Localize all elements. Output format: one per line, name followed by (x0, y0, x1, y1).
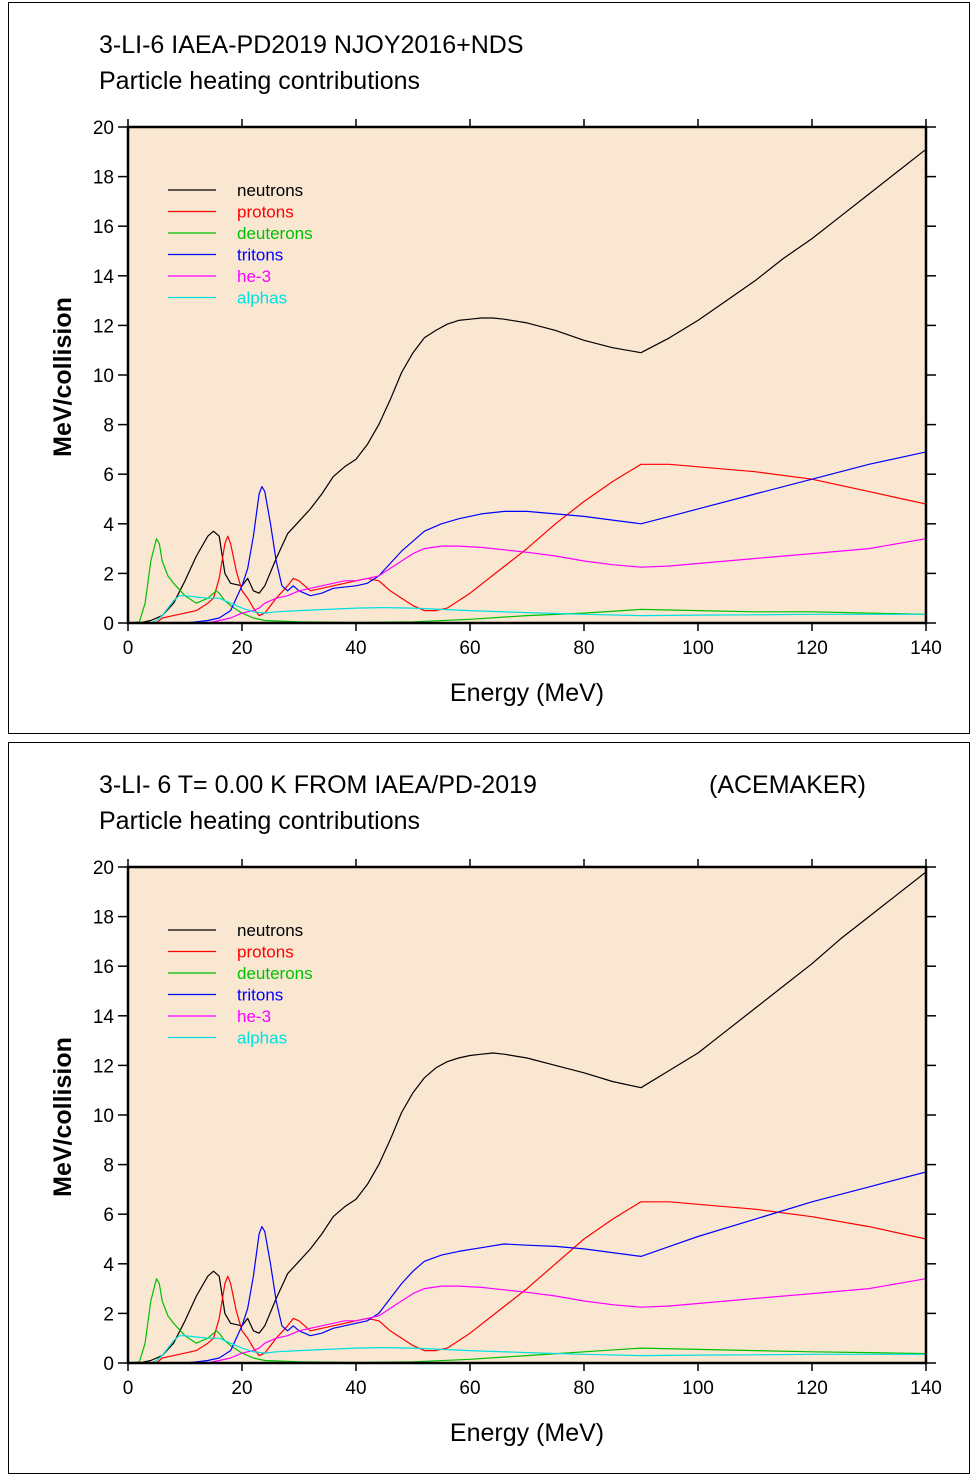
x-axis-label: Energy (MeV) (450, 1419, 604, 1447)
x-tick-label: 100 (682, 638, 714, 659)
chart-title: 3-LI- 6 T= 0.00 K FROM IAEA/PD-2019 (99, 771, 537, 799)
y-axis-label: MeV/collision (49, 297, 77, 457)
y-tick-label: 0 (103, 1354, 114, 1375)
y-tick-label: 2 (103, 1304, 114, 1325)
y-tick-label: 12 (93, 1056, 114, 1077)
x-tick-label: 20 (231, 638, 252, 659)
series-line-he-3 (128, 538, 926, 623)
x-tick-label: 140 (910, 1378, 942, 1399)
legend-label-alphas: alphas (237, 1029, 287, 1048)
series-line-alphas (128, 595, 926, 623)
y-tick-label: 2 (103, 564, 114, 585)
y-tick-label: 0 (103, 614, 114, 635)
y-tick-label: 8 (103, 1156, 114, 1177)
x-tick-label: 80 (573, 638, 594, 659)
y-tick-label: 18 (93, 908, 114, 929)
x-axis-label: Energy (MeV) (450, 679, 604, 707)
y-tick-label: 4 (103, 515, 114, 536)
x-tick-label: 140 (910, 638, 942, 659)
legend: neutrons protons deuterons tritons he-3 alpha… (168, 921, 313, 1048)
x-tick-label: 0 (123, 1378, 134, 1399)
x-tick-label: 20 (231, 1378, 252, 1399)
y-tick-label: 4 (103, 1255, 114, 1276)
heating-chart-bottom: 3-LI- 6 T= 0.00 K FROM IAEA/PD-2019 Part… (49, 771, 942, 1447)
x-tick-label: 0 (123, 638, 134, 659)
x-tick-label: 40 (345, 1378, 366, 1399)
series-line-tritons (128, 451, 926, 623)
x-tick-label: 100 (682, 1378, 714, 1399)
y-tick-label: 8 (103, 416, 114, 437)
chart-title-right: (ACEMAKER) (709, 771, 866, 799)
legend-label-tritons: tritons (237, 986, 283, 1005)
x-tick-label: 60 (459, 638, 480, 659)
chart-subtitle: Particle heating contributions (99, 807, 420, 835)
legend-label-he-3: he-3 (237, 1007, 271, 1026)
chart-subtitle: Particle heating contributions (99, 67, 420, 95)
y-tick-label: 6 (103, 1205, 114, 1226)
y-tick-label: 16 (93, 957, 114, 978)
series-group (128, 871, 926, 1363)
series-line-protons (128, 1201, 926, 1363)
y-tick-label: 20 (93, 118, 114, 139)
x-tick-label: 80 (573, 1378, 594, 1399)
series-line-deuterons (128, 538, 926, 623)
y-tick-label: 20 (93, 858, 114, 879)
x-tick-label: 40 (345, 638, 366, 659)
legend-label-deuterons: deuterons (237, 224, 313, 243)
legend-label-protons: protons (237, 203, 294, 222)
series-line-deuterons (128, 1278, 926, 1363)
legend-label-deuterons: deuterons (237, 964, 313, 983)
y-tick-label: 18 (93, 168, 114, 189)
x-tick-label: 120 (796, 1378, 828, 1399)
series-line-neutrons (128, 148, 926, 623)
y-tick-label: 16 (93, 217, 114, 238)
y-tick-label: 12 (93, 316, 114, 337)
heating-chart-top: 3-LI-6 IAEA-PD2019 NJOY2016+NDS Particle… (49, 31, 942, 707)
y-tick-label: 10 (93, 366, 114, 387)
chart-panel-top: 3-LI-6 IAEA-PD2019 NJOY2016+NDS Particle… (8, 2, 970, 734)
y-tick-label: 14 (93, 1007, 115, 1028)
y-tick-label: 6 (103, 465, 114, 486)
y-tick-label: 14 (93, 267, 115, 288)
chart-panel-bottom: 3-LI- 6 T= 0.00 K FROM IAEA/PD-2019 Part… (8, 742, 970, 1474)
legend-label-neutrons: neutrons (237, 921, 303, 940)
legend-label-alphas: alphas (237, 289, 287, 308)
legend-label-he-3: he-3 (237, 267, 271, 286)
series-group (128, 148, 926, 623)
y-axis-label: MeV/collision (49, 1037, 77, 1197)
x-tick-label: 60 (459, 1378, 480, 1399)
plot-area (128, 867, 926, 1363)
legend: neutrons protons deuterons tritons he-3 alpha… (168, 181, 313, 308)
series-line-neutrons (128, 871, 926, 1363)
series-line-protons (128, 463, 926, 623)
y-tick-label: 10 (93, 1106, 114, 1127)
legend-label-protons: protons (237, 943, 294, 962)
legend-label-neutrons: neutrons (237, 181, 303, 200)
series-line-alphas (128, 1335, 926, 1363)
chart-title: 3-LI-6 IAEA-PD2019 NJOY2016+NDS (99, 31, 524, 59)
plot-area (128, 127, 926, 623)
legend-label-tritons: tritons (237, 246, 283, 265)
series-line-he-3 (128, 1278, 926, 1363)
series-line-tritons (128, 1171, 926, 1363)
x-tick-label: 120 (796, 638, 828, 659)
